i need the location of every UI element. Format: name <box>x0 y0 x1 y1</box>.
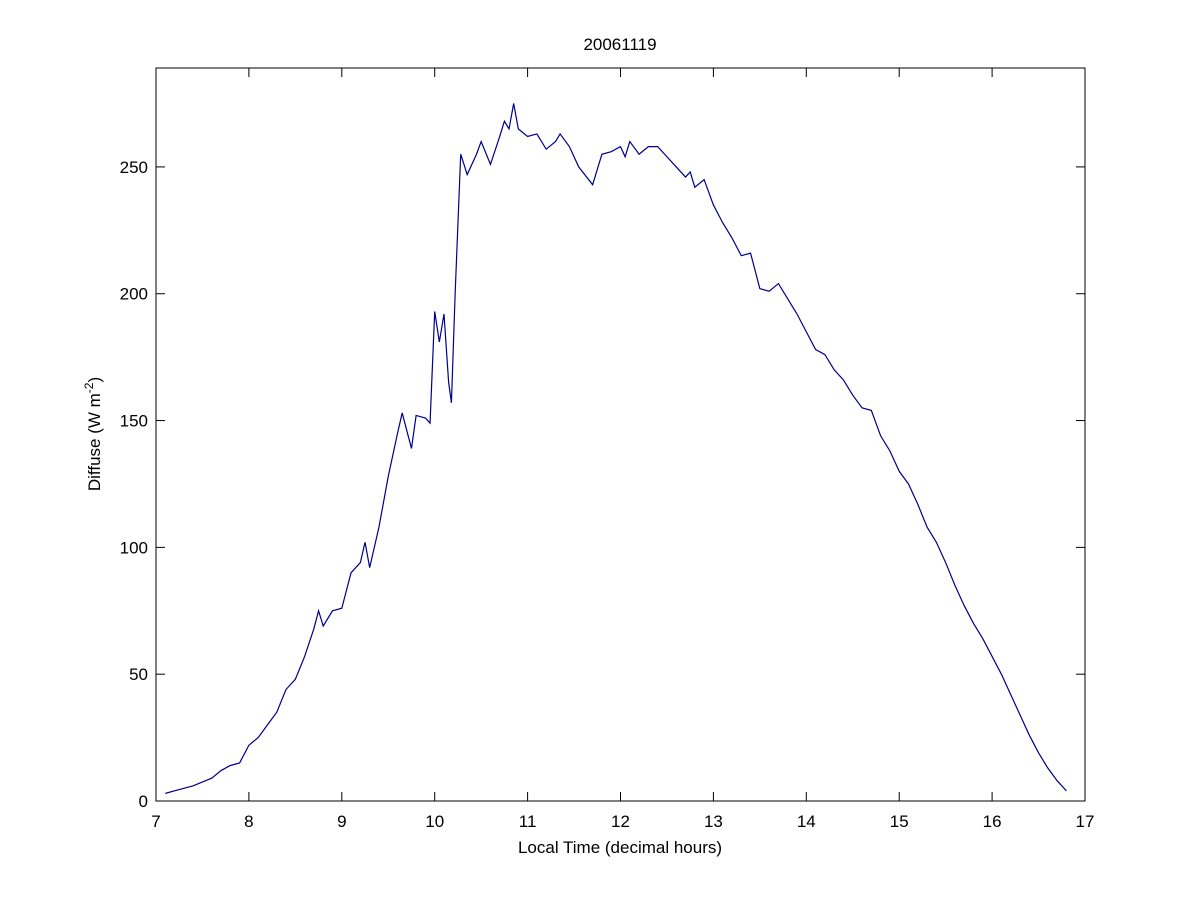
data-line <box>165 103 1067 794</box>
y-tick-label: 200 <box>120 285 148 304</box>
x-axis-label: Local Time (decimal hours) <box>518 838 722 857</box>
x-tick-label: 14 <box>797 812 816 831</box>
y-label-end: ) <box>85 377 104 383</box>
x-tick-label: 11 <box>519 812 537 831</box>
y-label-sup: -2 <box>82 382 96 393</box>
y-tick-label: 150 <box>120 412 148 431</box>
y-label-text: Diffuse (W m <box>85 393 104 491</box>
y-tick-label: 0 <box>139 792 148 811</box>
x-tick-label: 8 <box>244 812 253 831</box>
y-tick-label: 50 <box>129 665 148 684</box>
x-tick-label: 9 <box>337 812 346 831</box>
x-tick-label: 10 <box>425 812 444 831</box>
x-tick-label: 16 <box>983 812 1002 831</box>
x-tick-label: 7 <box>151 812 160 831</box>
chart-title: 20061119 <box>583 35 656 54</box>
x-tick-label: 13 <box>704 812 723 831</box>
y-tick-label: 250 <box>120 158 148 177</box>
x-tick-label: 12 <box>611 812 630 831</box>
y-axis-label: Diffuse (W m-2) <box>82 377 104 491</box>
y-tick-label: 100 <box>120 538 148 557</box>
x-tick-label: 15 <box>890 812 909 831</box>
x-tick-label: 17 <box>1076 812 1095 831</box>
plot-area <box>155 67 1086 802</box>
